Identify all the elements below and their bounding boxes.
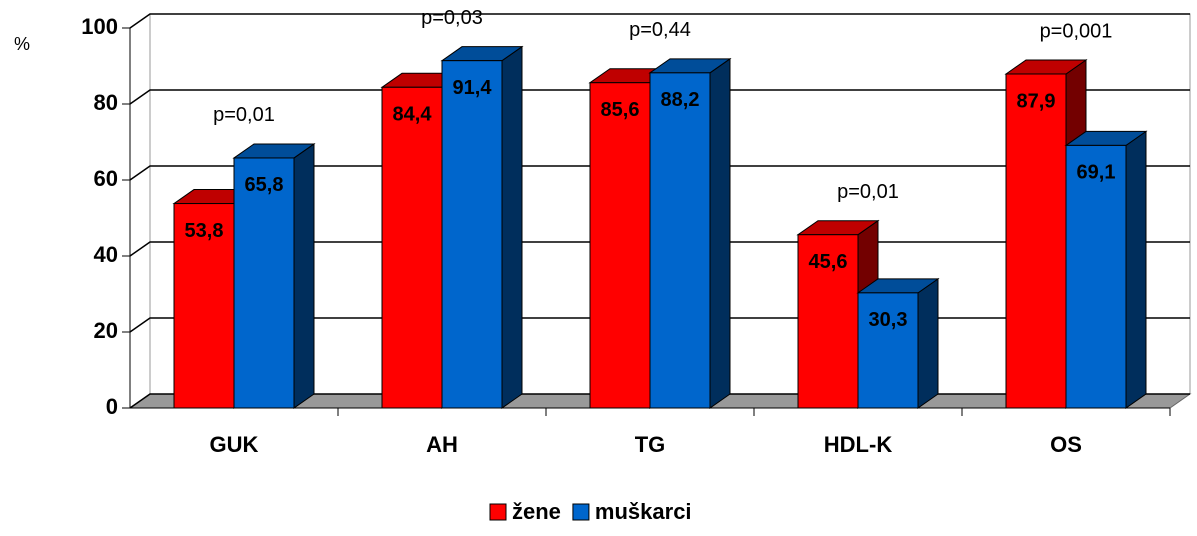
x-tick-label: OS — [1050, 432, 1082, 457]
y-tick-label: 20 — [94, 318, 118, 343]
bar — [797, 234, 859, 409]
legend-label: žene — [512, 499, 561, 524]
y-tick-label: 100 — [81, 14, 118, 39]
value-label: 53,8 — [185, 220, 224, 242]
x-tick-label: HDL-K — [824, 432, 893, 457]
y-tick-label: 80 — [94, 90, 118, 115]
value-label: 45,6 — [809, 251, 848, 273]
legend-swatch — [489, 503, 507, 521]
bar-side — [1125, 130, 1147, 409]
bar — [1065, 144, 1127, 409]
bar — [441, 60, 503, 409]
bar-side — [917, 277, 939, 409]
bar-side — [709, 57, 731, 409]
value-label: 87,9 — [1017, 90, 1056, 112]
grid-line — [129, 165, 1190, 181]
legend-label: muškarci — [595, 499, 692, 524]
annotation: p=0,44 — [629, 19, 691, 41]
bar-side — [293, 142, 315, 409]
x-tick-label: GUK — [210, 432, 259, 457]
value-label: 30,3 — [869, 309, 908, 331]
x-tick-label: AH — [426, 432, 458, 457]
value-label: 65,8 — [245, 174, 284, 196]
y-tick-label: 0 — [106, 394, 118, 419]
bar-side — [501, 45, 523, 409]
value-label: 91,4 — [453, 77, 493, 99]
bar — [589, 82, 651, 409]
value-label: 84,4 — [393, 104, 433, 126]
annotation: p=0,01 — [837, 181, 899, 203]
grid-line — [129, 13, 1190, 29]
bar — [381, 86, 443, 409]
bar — [173, 203, 235, 409]
legend-swatch — [572, 503, 590, 521]
annotation: p=0,01 — [213, 104, 275, 126]
annotation: p=0,001 — [1040, 20, 1113, 42]
x-tick-label: TG — [635, 432, 666, 457]
y-tick-label: 40 — [94, 242, 118, 267]
bar — [1005, 73, 1067, 409]
grid-line — [129, 89, 1190, 105]
bar — [857, 292, 919, 409]
bar — [233, 157, 295, 409]
y-axis-label: % — [14, 34, 30, 54]
value-label: 85,6 — [601, 99, 640, 121]
annotation: p=0,03 — [421, 7, 483, 29]
bar — [649, 72, 711, 409]
value-label: 88,2 — [661, 89, 700, 111]
y-tick-label: 60 — [94, 166, 118, 191]
value-label: 69,1 — [1077, 162, 1116, 184]
